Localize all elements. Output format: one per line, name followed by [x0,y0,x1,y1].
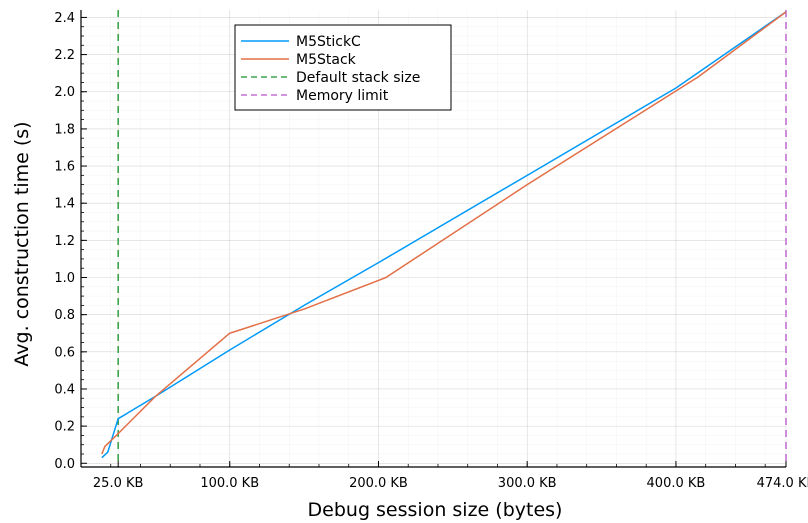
axes [80,10,786,468]
x-tick-label: 100.0 KB [200,476,259,491]
y-tick-label: 1.6 [54,160,75,175]
legend-label: M5StickC [296,34,361,50]
legend-label: M5Stack [296,52,357,68]
y-tick-label: 2.0 [54,85,75,100]
y-tick-label: 2.4 [54,11,75,26]
y-tick-label: 1.2 [54,234,75,249]
y-tick-label: 0.4 [54,382,75,397]
y-tick-label: 0.0 [54,457,75,472]
y-tick-label: 0.8 [54,308,75,323]
x-ticks: 25.0 KB 100.0 KB 200.0 KB 300.0 KB 400.0 KB 4… [93,461,808,491]
data-series [101,11,787,459]
series-line-m5stickc [101,11,787,459]
y-tick-label: 0.6 [54,345,75,360]
legend-label: Memory limit [296,88,389,104]
x-tick-label: 474.0 KB [757,476,808,491]
x-tick-label: 400.0 KB [647,476,706,491]
y-axis-title: Avg. construction time (s) [11,121,33,366]
legend-label: Default stack size [296,70,420,86]
series-line-m5stack [101,11,787,455]
y-tick-label: 2.2 [54,48,75,63]
legend: M5StickC M5Stack Default stack size Memory … [234,24,452,111]
x-axis-title: Debug session size (bytes) [308,499,563,521]
y-tick-label: 0.2 [54,420,75,435]
y-tick-label: 1.4 [54,197,75,212]
x-tick-label: 300.0 KB [498,476,557,491]
y-tick-label: 1.8 [54,122,75,137]
x-tick-label: 200.0 KB [349,476,408,491]
reference-lines [117,10,787,467]
y-ticks: 0.0 0.2 0.4 0.6 0.8 1.0 1.2 1.4 1.6 1.8 2.0 2.2 2.4 [54,11,87,472]
x-tick-label: 25.0 KB [93,476,144,491]
y-tick-label: 1.0 [54,271,75,286]
legend-box [234,24,452,111]
